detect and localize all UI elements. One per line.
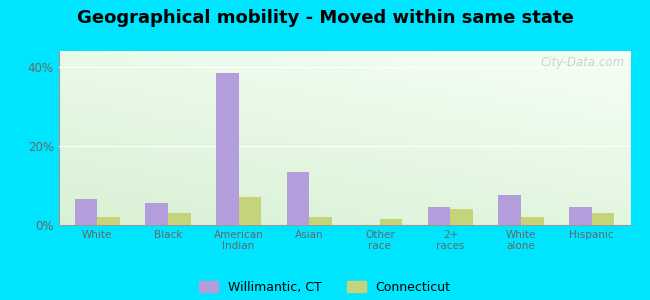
Bar — [380, 219, 402, 225]
Bar — [592, 213, 614, 225]
Bar — [75, 199, 98, 225]
Bar — [216, 73, 239, 225]
Bar — [569, 207, 592, 225]
Bar — [287, 172, 309, 225]
Bar — [239, 197, 261, 225]
Legend: Willimantic, CT, Connecticut: Willimantic, CT, Connecticut — [200, 281, 450, 294]
Bar — [146, 203, 168, 225]
Bar — [428, 207, 450, 225]
Bar — [499, 195, 521, 225]
Bar — [98, 217, 120, 225]
Text: City-Data.com: City-Data.com — [541, 56, 625, 69]
Bar — [309, 217, 332, 225]
Bar — [521, 217, 543, 225]
Bar — [450, 209, 473, 225]
Bar — [168, 213, 190, 225]
Text: Geographical mobility - Moved within same state: Geographical mobility - Moved within sam… — [77, 9, 573, 27]
